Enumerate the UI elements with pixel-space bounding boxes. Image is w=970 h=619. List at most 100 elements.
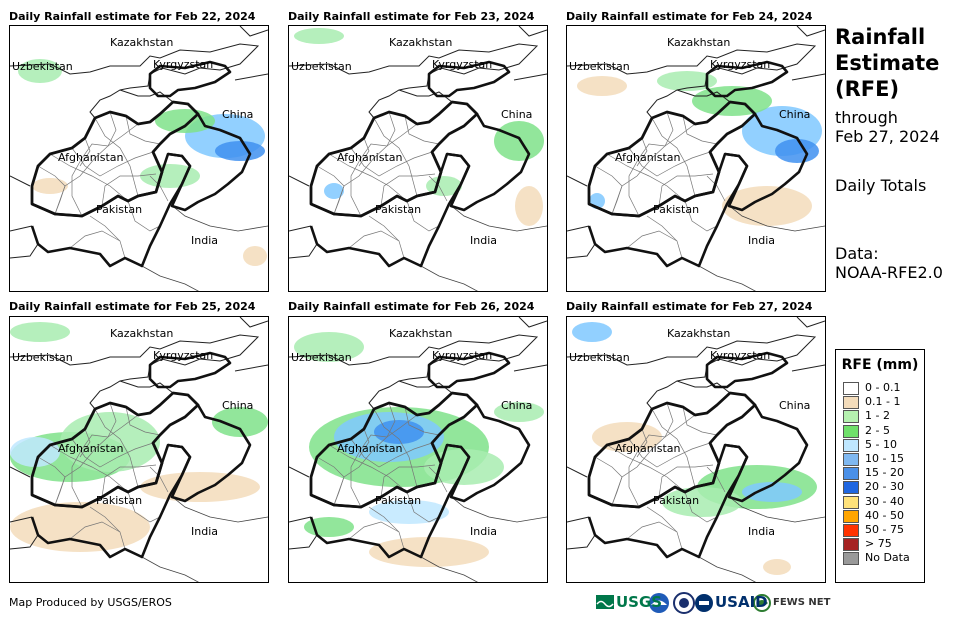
province-boundary — [350, 147, 433, 177]
legend-label: 20 - 30 — [865, 480, 904, 494]
rainfall-area — [369, 537, 489, 567]
usgs-wordmark: USGS — [616, 593, 663, 611]
province-boundary — [49, 444, 129, 493]
rainfall-area — [577, 76, 627, 96]
province-boundary — [328, 153, 408, 202]
province-boundary — [626, 521, 678, 540]
country-label-china: China — [779, 399, 811, 412]
afghanistan-boundary — [30, 100, 200, 218]
province-boundary — [71, 147, 154, 177]
kyrgyzstan-boundary — [148, 60, 232, 98]
rainfall-map-feb-26: Kazakhstan Uzbekistan Kyrgyzstan China Afgha… — [288, 316, 548, 583]
province-boundary — [125, 406, 161, 436]
title-line-1: Rainfall — [835, 25, 926, 49]
map-canvas — [10, 317, 268, 582]
province-boundary — [79, 137, 91, 167]
rainfall-area — [324, 183, 344, 199]
country-label-afghanistan: Afghanistan — [337, 442, 403, 455]
legend-label: 0 - 0.1 — [865, 381, 901, 394]
country-label-pakistan: Pakistan — [653, 203, 700, 216]
province-boundary — [71, 438, 154, 468]
panel-title-5: Daily Rainfall estimate for Feb 26, 2024 — [288, 300, 535, 313]
regional-boundary — [567, 26, 825, 259]
country-label-india: India — [191, 525, 218, 538]
rainfall-area — [140, 164, 200, 188]
noaa-logo-icon — [649, 593, 669, 613]
country-label-uzbekistan: Uzbekistan — [12, 351, 73, 364]
country-label-kazakhstan: Kazakhstan — [389, 36, 453, 49]
legend-swatch — [843, 481, 859, 495]
rainfall-area — [494, 121, 544, 161]
province-boundary — [706, 175, 726, 202]
rainfall-layer — [294, 332, 544, 567]
fewsnet-wordmark: FEWS NET — [773, 597, 831, 608]
province-boundary — [606, 444, 686, 493]
country-label-china: China — [779, 108, 811, 121]
rainfall-map-feb-24: Kazakhstan Uzbekistan Kyrgyzstan China Afgha… — [566, 25, 826, 292]
china-boundary — [167, 113, 252, 212]
province-boundary — [636, 428, 648, 458]
country-label-pakistan: Pakistan — [96, 203, 143, 216]
kyrgyzstan-boundary — [705, 60, 789, 98]
province-boundary — [406, 200, 440, 232]
panel-title-1: Daily Rainfall estimate for Feb 22, 2024 — [9, 10, 256, 23]
country-label-afghanistan: Afghanistan — [58, 442, 124, 455]
legend-label: 10 - 15 — [865, 452, 904, 465]
country-label-afghanistan: Afghanistan — [58, 151, 124, 164]
afghanistan-boundary — [309, 391, 479, 509]
legend-label: 2 - 5 — [865, 423, 890, 437]
province-boundary — [101, 464, 157, 498]
province-boundary — [125, 115, 161, 145]
central-asia-boundary — [289, 43, 539, 119]
kyrgyzstan-boundary — [148, 351, 232, 389]
regional-boundary — [567, 317, 825, 550]
country-label-kazakhstan: Kazakhstan — [667, 36, 731, 49]
province-boundary — [682, 115, 718, 145]
country-label-kazakhstan: Kazakhstan — [389, 327, 453, 340]
rainfall-area — [10, 502, 150, 552]
country-label-china: China — [501, 108, 533, 121]
province-boundary — [89, 215, 126, 259]
province-boundary — [606, 153, 686, 202]
province-boundary — [127, 200, 161, 232]
country-label-kyrgyzstan: Kyrgyzstan — [710, 349, 771, 362]
country-label-india: India — [470, 234, 497, 247]
province-boundary — [69, 521, 121, 540]
central-asia-boundary — [10, 334, 260, 410]
china-boundary — [724, 404, 809, 503]
map-canvas — [10, 26, 268, 291]
afghanistan-boundary — [309, 100, 479, 218]
legend-label: 30 - 40 — [865, 494, 904, 508]
country-label-kyrgyzstan: Kyrgyzstan — [153, 58, 214, 71]
rainfall-area — [722, 186, 812, 226]
china-boundary — [446, 404, 531, 503]
province-boundary — [406, 491, 440, 523]
province-boundary — [37, 456, 66, 506]
province-boundary — [706, 466, 726, 493]
province-boundary — [628, 402, 674, 508]
data-label: Data: — [835, 244, 879, 263]
country-label-india: India — [748, 234, 775, 247]
province-boundary — [69, 230, 121, 249]
province-boundary — [328, 444, 408, 493]
country-label-china: China — [222, 108, 254, 121]
province-boundary — [628, 438, 711, 468]
province-boundary — [684, 491, 718, 523]
province-boundary — [71, 111, 117, 217]
rainfall-map-feb-22: Kazakhstan Uzbekistan Kyrgyzstan China Afgha… — [9, 25, 269, 292]
afghanistan-boundary — [587, 100, 757, 218]
product-title: Rainfall Estimate (RFE) — [835, 24, 939, 102]
legend-swatch — [843, 453, 859, 466]
kyrgyzstan-boundary — [705, 351, 789, 389]
rainfall-map-feb-27: Kazakhstan Uzbekistan Kyrgyzstan China Afgha… — [566, 316, 826, 583]
legend-swatch — [843, 382, 859, 395]
rainfall-map-feb-23: Kazakhstan Uzbekistan Kyrgyzstan China Afgha… — [288, 25, 548, 292]
rainfall-area — [515, 186, 543, 226]
panel-title-3: Daily Rainfall estimate for Feb 24, 2024 — [566, 10, 813, 23]
legend-label: > 75 — [865, 537, 892, 551]
legend-swatch — [843, 552, 859, 566]
rainfall-area — [243, 246, 267, 266]
legend-swatch — [843, 467, 859, 481]
province-boundary — [350, 438, 433, 468]
province-boundary — [89, 506, 126, 550]
